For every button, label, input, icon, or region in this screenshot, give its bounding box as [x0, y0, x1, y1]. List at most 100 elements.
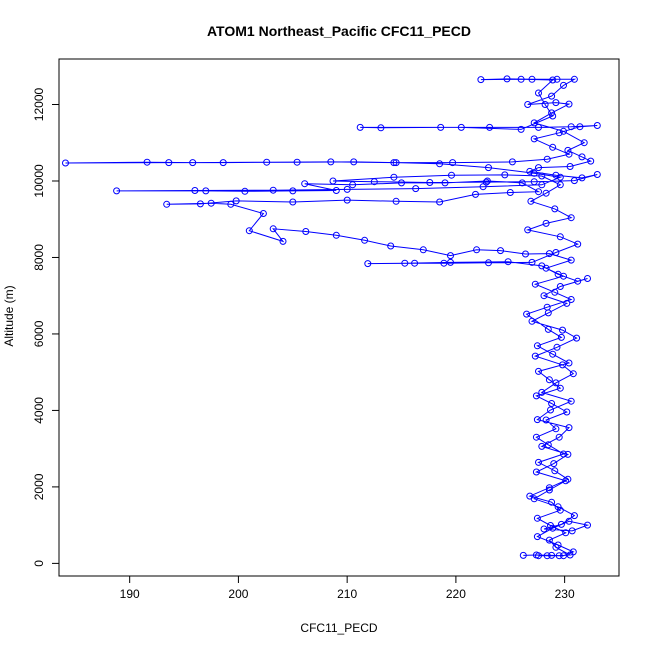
data-point	[567, 214, 575, 222]
chart-title: ATOM1 Northeast_Pacific CFC11_PECD	[207, 23, 471, 39]
data-point	[549, 112, 557, 120]
data-point	[548, 551, 556, 559]
data-point	[524, 101, 532, 108]
data-point	[543, 552, 551, 560]
data-point	[565, 100, 573, 108]
data-point	[332, 231, 340, 239]
data-point	[556, 384, 564, 392]
data-point	[530, 119, 538, 127]
x-axis-label: CFC11_PECD	[300, 621, 377, 635]
data-point	[549, 350, 557, 358]
data-point	[535, 458, 542, 466]
x-axis: 190 200 210 220 230	[120, 575, 575, 601]
data-point	[447, 252, 454, 260]
data-point	[531, 352, 539, 360]
data-point	[528, 258, 536, 266]
data-point	[580, 139, 588, 147]
data-point	[552, 249, 560, 256]
data-point	[569, 548, 577, 556]
y-axis-label: Altitude (m)	[2, 285, 16, 346]
data-point	[479, 183, 487, 191]
data-point	[593, 171, 601, 178]
data-point	[554, 541, 562, 549]
data-point	[392, 159, 400, 167]
data-point	[532, 468, 540, 476]
data-point	[527, 197, 535, 205]
data-point	[562, 529, 570, 537]
data-point	[62, 159, 69, 167]
data-point	[426, 179, 434, 186]
data-point	[411, 259, 419, 267]
data-point	[343, 196, 351, 204]
data-point	[545, 484, 553, 492]
data-point	[504, 258, 512, 266]
data-point	[548, 109, 556, 117]
data-point	[530, 495, 538, 503]
x-tick-label: 210	[337, 587, 357, 601]
data-point	[545, 376, 553, 384]
data-point	[570, 75, 578, 83]
data-point	[289, 187, 297, 195]
data-point	[364, 260, 372, 268]
data-point	[557, 333, 565, 341]
data-point	[533, 416, 541, 424]
data-point	[556, 283, 564, 290]
data-point	[584, 521, 591, 529]
data-point	[533, 342, 541, 350]
data-point	[540, 292, 548, 300]
x-tick-label: 190	[120, 587, 140, 601]
data-point	[448, 171, 455, 179]
data-point	[301, 180, 309, 188]
data-point	[532, 433, 540, 441]
data-point	[584, 275, 591, 282]
data-point	[544, 441, 552, 449]
data-point	[552, 379, 560, 387]
data-point	[538, 388, 546, 396]
data-point	[535, 164, 542, 172]
data-point	[302, 228, 310, 235]
data-point	[548, 92, 556, 100]
data-point	[412, 185, 420, 193]
data-point	[569, 370, 577, 378]
data-point	[483, 177, 491, 185]
data-point	[570, 177, 578, 185]
data-point	[245, 227, 253, 235]
data-point	[472, 190, 479, 198]
data-point	[485, 259, 492, 267]
data-point	[553, 343, 561, 351]
data-point	[361, 236, 369, 244]
data-point	[548, 498, 556, 506]
data-point	[538, 172, 546, 180]
data-point	[544, 309, 552, 317]
data-point	[370, 178, 378, 186]
data-point	[551, 205, 559, 213]
data-point	[518, 179, 526, 187]
data-point	[566, 163, 574, 170]
data-point	[279, 237, 287, 245]
data-point	[535, 188, 542, 196]
data-point	[531, 280, 539, 288]
data-point	[517, 125, 525, 133]
y-tick-label: 12000	[32, 87, 46, 121]
data-point	[207, 199, 215, 207]
data-point	[542, 219, 550, 227]
data-point	[565, 150, 573, 158]
data-point	[556, 233, 564, 241]
data-point	[564, 146, 572, 154]
data-point	[196, 200, 204, 208]
data-point	[232, 197, 240, 205]
data-point	[163, 200, 171, 208]
data-point	[593, 122, 601, 129]
data-point	[143, 158, 151, 166]
data-point	[547, 406, 554, 414]
y-axis: 0 2000 4000 6000 8000 10000 12000	[32, 87, 60, 567]
data-point	[554, 503, 562, 511]
data-point	[563, 408, 571, 416]
data-point	[560, 450, 567, 458]
data-point	[573, 334, 581, 342]
data-point	[565, 359, 573, 367]
data-point	[259, 210, 267, 217]
data-point	[560, 552, 567, 560]
